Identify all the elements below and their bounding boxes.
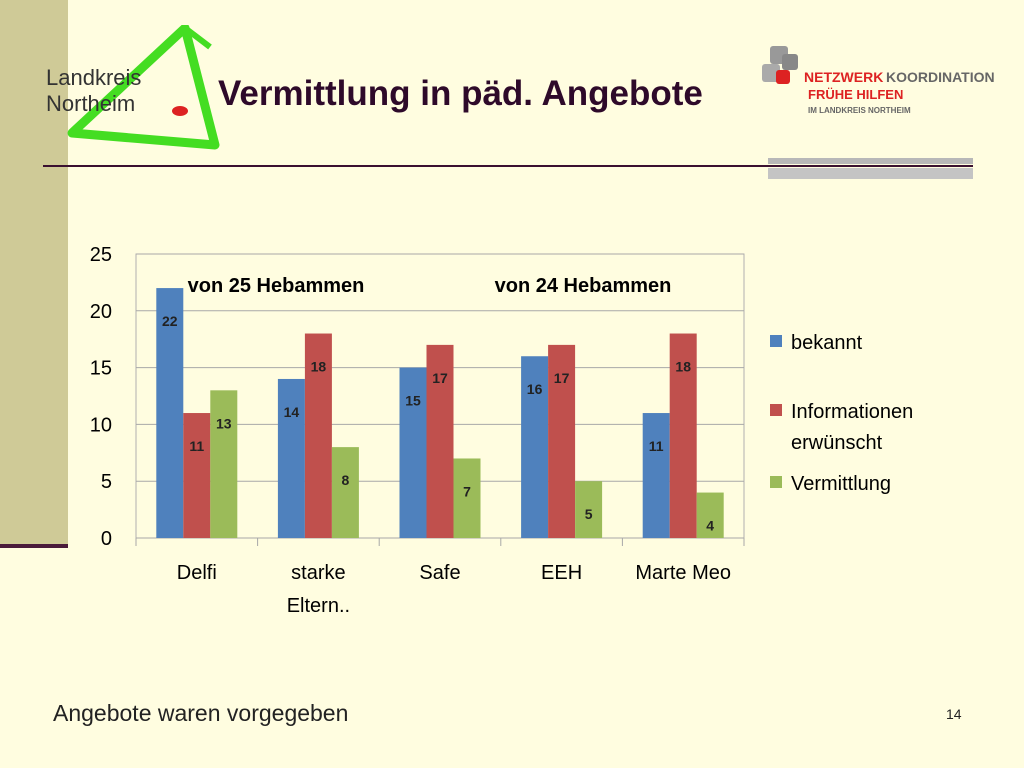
puzzle-icon [762,46,798,84]
chart-annotation-2: von 24 Hebammen [495,275,672,297]
y-tick-label: 25 [90,244,112,266]
logo-line2: Northeim [46,91,135,116]
data-label: 5 [585,506,593,522]
landkreis-northeim-logo: Landkreis Northeim [46,25,220,150]
y-tick-label: 10 [90,414,112,436]
data-label: 18 [311,359,327,375]
legend-label: erwünscht [791,432,883,454]
logo-red-dot [172,106,188,116]
title-rule [43,165,973,167]
y-tick-label: 5 [101,471,112,493]
logo-line1: Landkreis [46,65,141,90]
y-tick-label: 0 [101,528,112,550]
side-rule [0,544,68,548]
chart-annotation-1: von 25 Hebammen [188,275,365,297]
logo-right-line3: IM LANDKREIS NORTHEIM [808,106,911,115]
bar [642,413,670,538]
data-label: 18 [675,359,691,375]
bar [575,481,603,538]
data-label: 4 [706,518,714,534]
bar [156,288,184,538]
bar [304,333,332,538]
page-title: Vermittlung in päd. Angebote [218,74,703,113]
legend-swatch [770,476,782,488]
legend-label: bekannt [791,332,863,354]
data-label: 17 [432,370,448,386]
netzwerkkoordination-logo: NETZWERK KOORDINATION FRÜHE HILFEN IM LA… [762,46,995,115]
bar [277,378,305,538]
bar [453,458,481,538]
data-label: 15 [405,393,421,409]
legend-label: Informationen [791,401,913,423]
page-number: 14 [946,706,962,722]
data-label: 11 [189,438,204,454]
logo-triangle-highlight [183,25,212,50]
bar [399,367,427,538]
x-tick-label: Safe [419,562,460,584]
bar [548,344,576,538]
bar [331,447,359,538]
bar [696,492,724,538]
data-label: 14 [284,404,300,420]
x-tick-label: EEH [541,562,582,584]
side-bar [0,0,68,545]
data-label: 16 [527,381,543,397]
x-tick-label: Eltern.. [287,595,350,617]
y-tick-label: 20 [90,301,112,323]
logo-triangle-shape [67,25,220,150]
bar [183,413,211,538]
legend-swatch [770,404,782,416]
y-tick-label: 15 [90,358,112,380]
bar [210,390,238,538]
x-tick-label: Delfi [177,562,217,584]
bar [521,356,549,538]
bar [426,344,454,538]
legend-swatch [770,335,782,347]
legend-label: Vermittlung [791,473,891,495]
bar [669,333,697,538]
data-label: 22 [162,313,178,329]
header-band-bottom [768,168,973,179]
logo-right-line1a: NETZWERK [804,69,883,85]
logo-right-line2: FRÜHE HILFEN [808,87,903,102]
x-tick-label: Marte Meo [635,562,731,584]
header-band-top [768,158,973,164]
data-label: 13 [216,415,232,431]
logo-right-line1b: KOORDINATION [886,69,995,85]
data-label: 17 [554,370,570,386]
data-label: 11 [649,438,664,454]
data-label: 8 [342,472,350,488]
footer-note: Angebote waren vorgegeben [53,700,349,726]
x-tick-label: starke [291,562,345,584]
bar-chart: von 25 Hebammen von 24 Hebammen 0 5 10 15 20… [90,244,914,617]
data-label: 7 [463,483,471,499]
